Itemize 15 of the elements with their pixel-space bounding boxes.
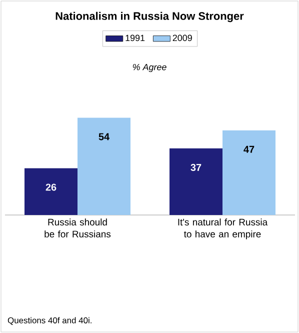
bar xyxy=(78,118,130,215)
bar xyxy=(170,148,222,215)
text: Questions 40f and 40i. xyxy=(8,317,92,325)
x-tick-label: Russia should be for Russians xyxy=(44,218,111,238)
x-tick-label: It's natural for Russia to have an empire xyxy=(178,218,268,240)
legend-label: 1991 xyxy=(126,34,145,42)
data-label: 37 xyxy=(190,164,202,171)
data-label: 47 xyxy=(244,146,254,153)
bar xyxy=(222,130,276,215)
bar xyxy=(24,168,78,215)
chart-subtitle: % Agree xyxy=(132,64,166,72)
chart-title: Nationalism in Russia Now Stronger xyxy=(56,12,244,22)
data-label: 54 xyxy=(98,133,110,140)
data-label: 26 xyxy=(46,184,56,191)
legend-label: 2009 xyxy=(172,34,192,42)
